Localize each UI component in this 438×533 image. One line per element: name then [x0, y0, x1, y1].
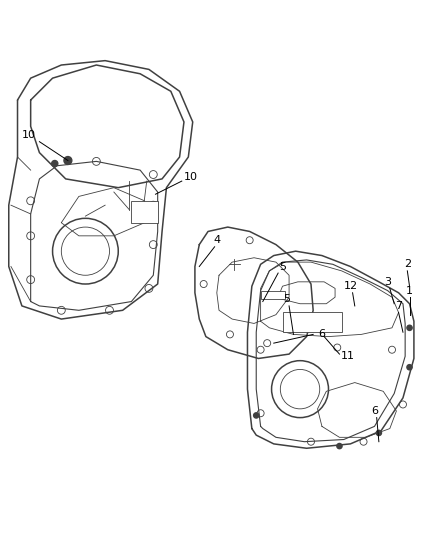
Text: 6: 6 [371, 406, 378, 416]
Circle shape [407, 365, 412, 370]
Circle shape [52, 160, 58, 167]
Bar [131, 201, 158, 223]
Text: 2: 2 [404, 260, 411, 269]
Text: 6: 6 [318, 329, 325, 340]
Text: 3: 3 [384, 277, 391, 287]
Bar [283, 312, 342, 332]
Bar [261, 290, 285, 300]
Circle shape [254, 413, 259, 418]
Circle shape [337, 443, 342, 449]
Text: 11: 11 [341, 351, 355, 361]
Text: 10: 10 [21, 130, 35, 140]
Text: 12: 12 [343, 281, 357, 291]
Circle shape [64, 157, 72, 165]
Circle shape [376, 430, 381, 435]
Text: 5: 5 [279, 262, 286, 271]
Text: 5: 5 [283, 294, 290, 304]
Text: 10: 10 [184, 172, 198, 182]
Text: 7: 7 [395, 301, 402, 311]
Circle shape [407, 325, 412, 330]
Text: 1: 1 [406, 286, 413, 296]
Text: 4: 4 [213, 235, 220, 245]
